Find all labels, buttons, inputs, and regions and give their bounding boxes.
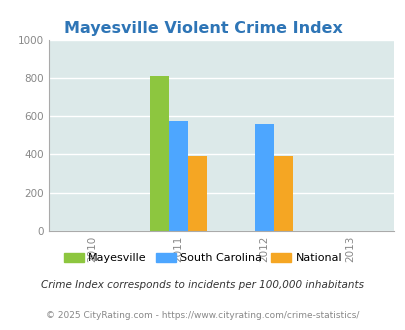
Bar — [273, 156, 292, 231]
Bar — [254, 124, 273, 231]
Bar — [187, 156, 206, 231]
Text: © 2025 CityRating.com - https://www.cityrating.com/crime-statistics/: © 2025 CityRating.com - https://www.city… — [46, 311, 359, 320]
Bar — [149, 76, 168, 231]
Text: Mayesville Violent Crime Index: Mayesville Violent Crime Index — [64, 21, 341, 36]
Legend: Mayesville, South Carolina, National: Mayesville, South Carolina, National — [59, 248, 346, 268]
Text: Crime Index corresponds to incidents per 100,000 inhabitants: Crime Index corresponds to incidents per… — [41, 280, 364, 290]
Bar — [168, 121, 187, 231]
